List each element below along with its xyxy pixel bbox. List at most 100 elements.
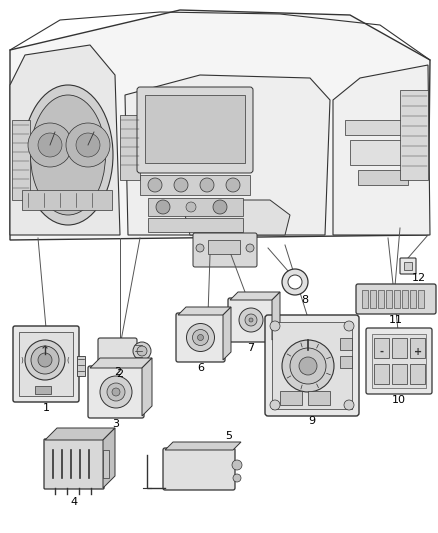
FancyBboxPatch shape (228, 298, 274, 342)
FancyBboxPatch shape (98, 338, 137, 364)
FancyBboxPatch shape (88, 366, 144, 418)
Bar (340, 338, 352, 350)
Bar (12, 120, 30, 200)
Text: 10: 10 (392, 395, 406, 405)
Circle shape (239, 308, 263, 332)
Bar (410, 338, 425, 358)
Polygon shape (333, 65, 430, 235)
Bar (148, 218, 243, 232)
Circle shape (196, 244, 204, 252)
Circle shape (133, 342, 151, 360)
FancyBboxPatch shape (137, 87, 253, 173)
Polygon shape (165, 442, 241, 450)
Bar (400, 90, 428, 180)
Circle shape (270, 400, 280, 410)
Polygon shape (10, 10, 430, 240)
Bar (374, 338, 389, 358)
Bar (372, 334, 426, 388)
Circle shape (25, 340, 65, 380)
FancyBboxPatch shape (400, 258, 416, 274)
Bar (386, 290, 392, 308)
Bar (145, 95, 245, 163)
Circle shape (38, 133, 62, 157)
Circle shape (226, 178, 240, 192)
Bar (308, 391, 330, 405)
Text: 1: 1 (42, 403, 49, 413)
Circle shape (192, 329, 208, 345)
Circle shape (112, 388, 120, 396)
Bar (410, 290, 416, 308)
Circle shape (187, 324, 215, 351)
Circle shape (186, 202, 196, 212)
Circle shape (200, 178, 214, 192)
Text: (: ( (67, 357, 69, 364)
Text: 2: 2 (114, 367, 122, 377)
Polygon shape (223, 307, 231, 360)
Circle shape (245, 314, 257, 326)
Bar (402, 290, 408, 308)
Circle shape (249, 318, 253, 322)
Polygon shape (45, 428, 115, 440)
Circle shape (213, 200, 227, 214)
FancyBboxPatch shape (13, 326, 79, 402)
Text: 6: 6 (197, 363, 204, 373)
Text: 5: 5 (226, 431, 233, 441)
Circle shape (31, 346, 59, 374)
Bar (418, 290, 424, 308)
Text: -: - (380, 347, 384, 357)
Circle shape (76, 133, 100, 157)
Circle shape (66, 123, 110, 167)
Text: 12: 12 (412, 273, 426, 283)
Bar (358, 170, 408, 185)
Circle shape (148, 178, 162, 192)
Bar (340, 356, 352, 368)
Text: 11: 11 (389, 315, 403, 325)
Circle shape (288, 275, 302, 289)
Bar (272, 322, 352, 409)
Text: 8: 8 (301, 295, 308, 305)
Circle shape (174, 178, 188, 192)
Circle shape (198, 335, 204, 341)
Bar (392, 364, 407, 384)
Circle shape (28, 123, 72, 167)
Bar (394, 290, 400, 308)
Polygon shape (185, 200, 290, 235)
Bar (208, 240, 240, 254)
Circle shape (344, 321, 354, 331)
Bar (362, 290, 368, 308)
Circle shape (344, 400, 354, 410)
Polygon shape (178, 307, 231, 315)
Bar (280, 391, 302, 405)
Ellipse shape (31, 95, 106, 215)
Polygon shape (272, 292, 280, 340)
Bar (404, 262, 412, 270)
Circle shape (233, 474, 241, 482)
FancyBboxPatch shape (265, 315, 359, 416)
Circle shape (100, 376, 132, 408)
Text: 2: 2 (117, 369, 124, 379)
Bar (345, 120, 425, 135)
Circle shape (282, 269, 308, 295)
Polygon shape (103, 428, 115, 488)
Circle shape (282, 340, 334, 392)
Polygon shape (142, 358, 152, 416)
Circle shape (232, 460, 242, 470)
Bar (103, 450, 109, 478)
FancyBboxPatch shape (356, 284, 436, 314)
Bar (410, 364, 425, 384)
Circle shape (290, 348, 326, 384)
Bar (378, 290, 384, 308)
FancyBboxPatch shape (163, 448, 235, 490)
Text: +: + (414, 347, 422, 357)
FancyBboxPatch shape (176, 313, 225, 362)
Ellipse shape (23, 85, 113, 225)
FancyBboxPatch shape (366, 328, 432, 394)
Text: 9: 9 (308, 416, 315, 426)
Bar (392, 338, 407, 358)
Bar (140, 175, 250, 195)
Bar (22, 190, 112, 210)
Circle shape (38, 353, 52, 367)
Text: ): ) (21, 357, 23, 364)
Polygon shape (230, 292, 280, 300)
Polygon shape (10, 45, 120, 235)
